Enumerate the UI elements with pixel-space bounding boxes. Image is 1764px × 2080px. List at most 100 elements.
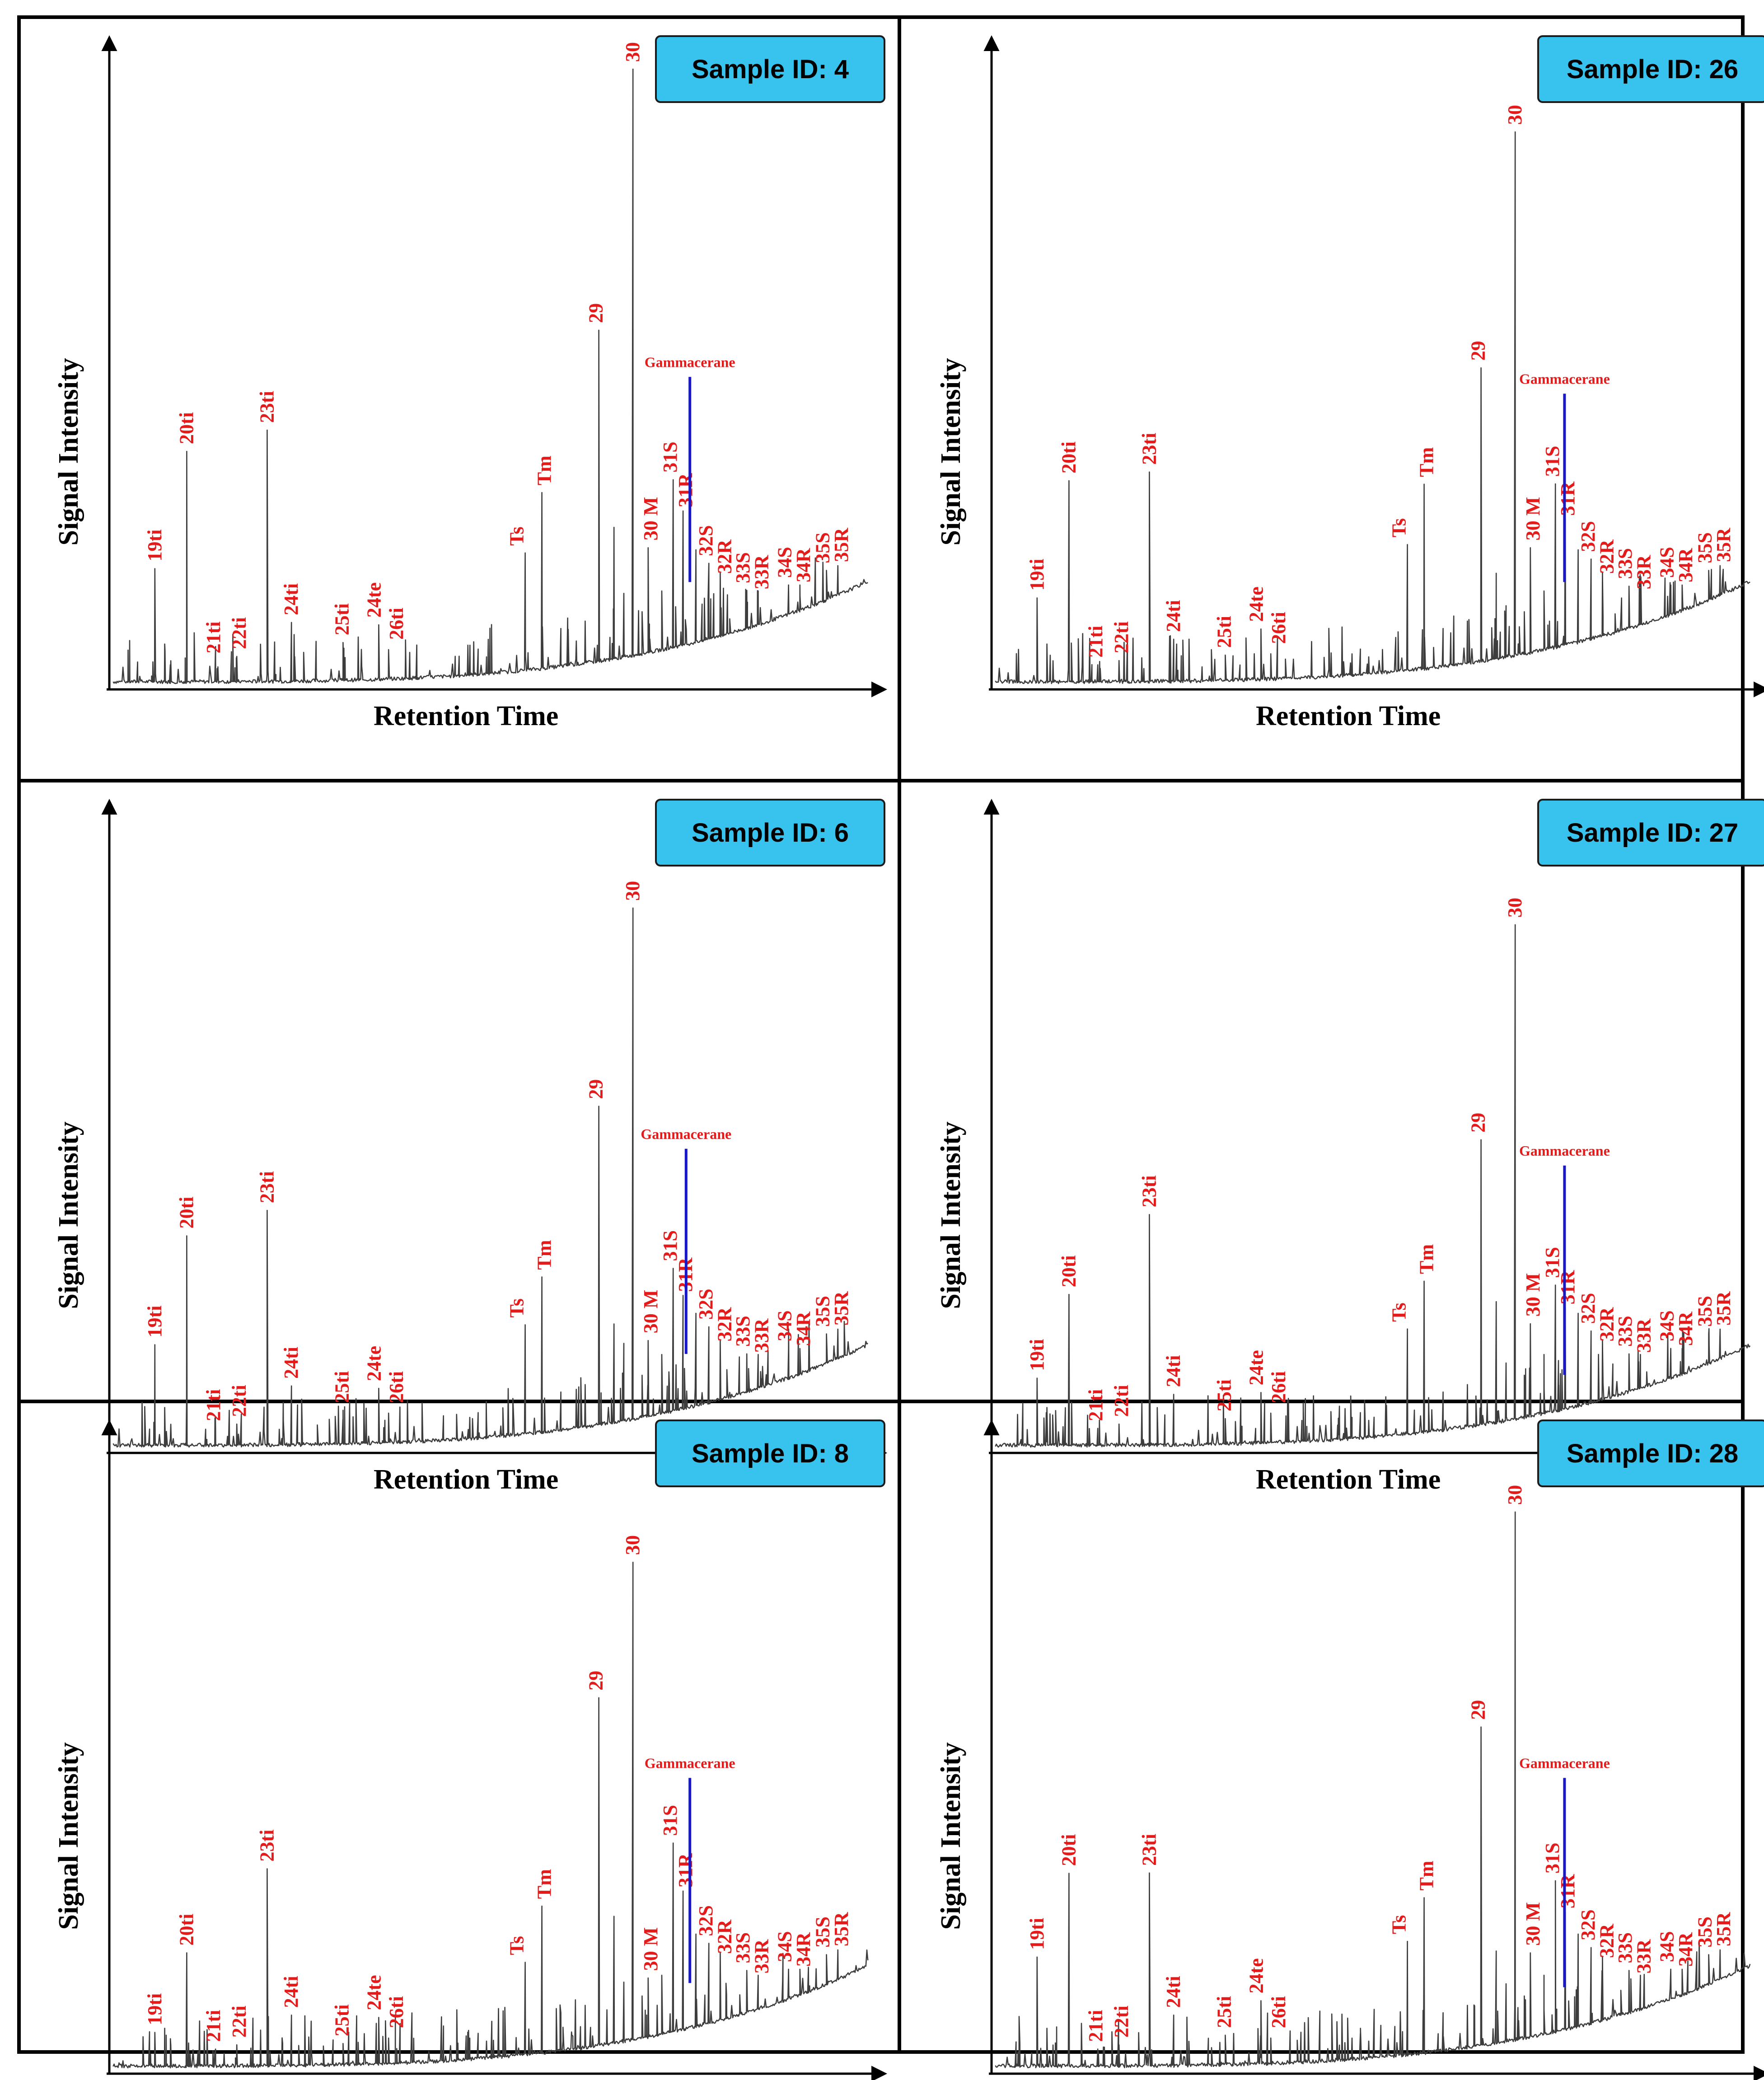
- peak-label-23ti: 23ti: [256, 1830, 278, 1862]
- peak-label-24te: 24te: [363, 582, 385, 618]
- peak-label-30-m: 30 M: [640, 1290, 662, 1334]
- gammacerane-label: Gammacerane: [1519, 1755, 1610, 1771]
- y-axis-title: Signal Intensity: [936, 1121, 966, 1309]
- peak-label-ts: Ts: [506, 1936, 528, 1955]
- peak-label-35s: 35S: [812, 1916, 834, 1947]
- peak-label-31r: 31R: [1557, 481, 1579, 516]
- peak-label-29: 29: [1467, 1700, 1489, 1720]
- peak-label-32s: 32S: [695, 1905, 717, 1936]
- chart-panel-sample-6: 19ti 20ti 21ti 22ti 23ti 24ti 25ti 24te 26ti Ts Tm…: [19, 782, 900, 1495]
- peak-label-32s: 32S: [1577, 1293, 1599, 1324]
- peak-label-31r: 31R: [1557, 1874, 1579, 1908]
- chart-panel-sample-8: 19ti 20ti 21ti 22ti 23ti 24ti 25ti 24te 26ti Ts Tm…: [19, 1402, 900, 2080]
- peak-label-26ti: 26ti: [385, 608, 407, 640]
- gammacerane-label: Gammacerane: [645, 354, 735, 370]
- peak-label-20ti: 20ti: [175, 1197, 197, 1229]
- peak-label-35r: 35R: [830, 527, 852, 562]
- peak-label-24ti: 24ti: [280, 1347, 302, 1379]
- peak-label-19ti: 19ti: [1026, 559, 1048, 591]
- peak-label-24te: 24te: [363, 1346, 385, 1381]
- peak-label-24ti: 24ti: [1162, 1976, 1184, 2008]
- vertical-divider: [898, 15, 901, 2054]
- peak-label-31s: 31S: [659, 1805, 681, 1836]
- peak-label-21ti: 21ti: [202, 621, 225, 653]
- peak-label-34s: 34S: [774, 547, 796, 577]
- peak-label-33s: 33S: [732, 1932, 754, 1963]
- peak-label-33s: 33S: [1614, 548, 1636, 579]
- peak-label-35r: 35R: [830, 1911, 852, 1946]
- sample-id-badge: Sample ID: 27: [1537, 799, 1764, 867]
- y-axis-title: Signal Intensity: [53, 358, 84, 545]
- peak-label-19ti: 19ti: [144, 529, 166, 562]
- peak-label-35s: 35S: [812, 532, 834, 563]
- peak-label-24te: 24te: [1245, 1958, 1267, 1993]
- peak-label-31s: 31S: [1541, 1842, 1563, 1873]
- chromatogram-trace: [995, 924, 1751, 1448]
- peak-label-34s: 34S: [1656, 1931, 1678, 1962]
- peak-label-33s: 33S: [1614, 1932, 1636, 1963]
- peak-label-tm: Tm: [1416, 1244, 1438, 1274]
- peak-label-33s: 33S: [732, 552, 754, 583]
- peak-label-tm: Tm: [533, 1869, 556, 1899]
- peak-label-35s: 35S: [1694, 532, 1716, 563]
- peak-label-23ti: 23ti: [1138, 433, 1160, 465]
- peak-label-22ti: 22ti: [228, 2005, 250, 2038]
- peak-label-tm: Tm: [533, 455, 556, 485]
- sample-id-badge: Sample ID: 6: [655, 799, 885, 867]
- peak-label-tm: Tm: [1416, 447, 1438, 477]
- peak-label-19ti: 19ti: [1026, 1918, 1048, 1950]
- peak-label-25ti: 25ti: [331, 603, 353, 635]
- peak-label-32r: 32R: [1596, 1923, 1618, 1958]
- peak-label-21ti: 21ti: [1085, 1389, 1107, 1421]
- gammacerane-label: Gammacerane: [641, 1126, 731, 1142]
- peak-label-19ti: 19ti: [144, 1306, 166, 1338]
- peak-label-35r: 35R: [1713, 527, 1735, 562]
- peak-label-34r: 34R: [792, 1932, 814, 1967]
- peak-label-30: 30: [622, 42, 644, 62]
- peak-label-32s: 32S: [1577, 521, 1599, 552]
- peak-label-23ti: 23ti: [256, 1171, 278, 1203]
- peak-label-32r: 32R: [1596, 1307, 1618, 1341]
- peak-label-32r: 32R: [1596, 539, 1618, 574]
- y-axis-title: Signal Intensity: [936, 358, 966, 545]
- peak-label-31s: 31S: [659, 1230, 681, 1261]
- peak-label-19ti: 19ti: [1026, 1339, 1048, 1371]
- y-axis-title: Signal Intensity: [936, 1742, 966, 1930]
- peak-label-21ti: 21ti: [202, 2010, 225, 2042]
- peak-label-29: 29: [1467, 341, 1489, 361]
- peak-label-21ti: 21ti: [202, 1389, 225, 1421]
- chart-panel-sample-4: 19ti 20ti 21ti 22ti 23ti 24ti 25ti 24te 26ti Ts Tm…: [19, 18, 900, 731]
- x-axis-title: Retention Time: [1256, 1464, 1441, 1495]
- peak-label-20ti: 20ti: [1057, 1255, 1080, 1287]
- peak-label-29: 29: [585, 303, 607, 323]
- peak-label-35r: 35R: [1713, 1911, 1735, 1946]
- peak-label-34s: 34S: [1656, 547, 1678, 577]
- peak-label-32s: 32S: [1577, 1909, 1599, 1940]
- peak-label-30-m: 30 M: [640, 497, 662, 541]
- peak-label-30: 30: [1504, 105, 1526, 125]
- peak-label-30: 30: [622, 881, 644, 901]
- peak-label-tm: Tm: [533, 1240, 556, 1270]
- peak-label-30: 30: [622, 1535, 644, 1555]
- peak-label-32r: 32R: [713, 1307, 735, 1341]
- peak-label-26ti: 26ti: [1268, 1996, 1290, 2028]
- peak-label-24te: 24te: [1245, 1350, 1267, 1385]
- peak-label-23ti: 23ti: [256, 391, 278, 423]
- figure-frame: [17, 15, 1745, 2054]
- chromatogram-trace: [995, 1511, 1751, 2069]
- peak-label-29: 29: [1467, 1113, 1489, 1133]
- peak-label-25ti: 25ti: [1213, 1996, 1235, 2028]
- peak-label-24ti: 24ti: [1162, 1355, 1184, 1387]
- peak-label-19ti: 19ti: [144, 1993, 166, 2025]
- peak-label-22ti: 22ti: [1110, 1385, 1132, 1417]
- peak-label-ts: Ts: [1388, 1915, 1410, 1934]
- peak-label-34r: 34R: [1675, 1311, 1697, 1346]
- chart-panel-sample-27: 19ti 20ti 21ti 22ti 23ti 24ti 25ti 24te 26ti Ts Tm…: [901, 782, 1764, 1495]
- peak-label-31s: 31S: [1541, 1247, 1563, 1278]
- gammacerane-label: Gammacerane: [1519, 370, 1610, 387]
- sample-id-badge: Sample ID: 8: [655, 1419, 885, 1487]
